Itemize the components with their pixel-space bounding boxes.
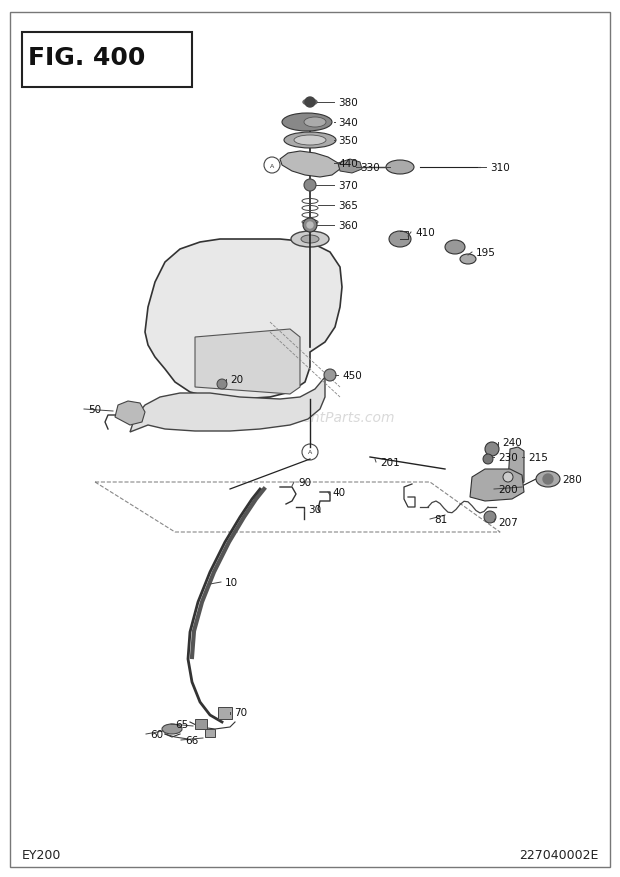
- Circle shape: [324, 369, 336, 381]
- Polygon shape: [280, 152, 340, 178]
- Text: 50: 50: [88, 404, 101, 415]
- Circle shape: [217, 380, 227, 389]
- Text: 227040002E: 227040002E: [518, 849, 598, 861]
- Text: 40: 40: [332, 488, 345, 497]
- Circle shape: [307, 223, 313, 229]
- Ellipse shape: [301, 236, 319, 244]
- Ellipse shape: [294, 136, 326, 146]
- Text: 410: 410: [415, 228, 435, 238]
- Text: 66: 66: [185, 735, 198, 745]
- Text: 90: 90: [298, 477, 311, 488]
- Circle shape: [304, 180, 316, 192]
- Polygon shape: [470, 469, 524, 502]
- Circle shape: [302, 445, 318, 460]
- Circle shape: [264, 158, 280, 174]
- Ellipse shape: [536, 472, 560, 488]
- Ellipse shape: [162, 724, 182, 734]
- Ellipse shape: [291, 232, 329, 247]
- Bar: [195, 719, 207, 729]
- Text: 310: 310: [490, 163, 510, 173]
- Text: FIG. 400: FIG. 400: [28, 46, 145, 70]
- Ellipse shape: [303, 100, 317, 106]
- Circle shape: [543, 474, 553, 484]
- Bar: [218, 707, 232, 719]
- Polygon shape: [145, 239, 342, 400]
- Ellipse shape: [304, 118, 326, 128]
- Text: EY200: EY200: [22, 849, 61, 861]
- Text: 20: 20: [230, 374, 243, 384]
- Text: 380: 380: [338, 98, 358, 108]
- Polygon shape: [338, 160, 362, 174]
- Circle shape: [303, 218, 317, 232]
- Polygon shape: [115, 402, 145, 425]
- Ellipse shape: [251, 353, 289, 381]
- Text: 65: 65: [175, 719, 188, 729]
- Text: 450: 450: [342, 371, 361, 381]
- Text: 10: 10: [225, 577, 238, 588]
- Polygon shape: [508, 447, 524, 486]
- Text: A: A: [308, 450, 312, 455]
- Circle shape: [485, 443, 499, 457]
- Text: 30: 30: [308, 504, 321, 515]
- Bar: [22, 33, 192, 88]
- Text: 230: 230: [498, 453, 518, 462]
- Circle shape: [483, 454, 493, 465]
- Text: 360: 360: [338, 221, 358, 231]
- Polygon shape: [195, 330, 300, 395]
- Circle shape: [503, 473, 513, 482]
- Ellipse shape: [389, 232, 411, 247]
- Text: 330: 330: [360, 163, 379, 173]
- Ellipse shape: [445, 240, 465, 254]
- Text: 365: 365: [338, 201, 358, 210]
- Ellipse shape: [460, 254, 476, 265]
- Text: 70: 70: [234, 707, 247, 717]
- Ellipse shape: [386, 160, 414, 175]
- Text: 280: 280: [562, 474, 582, 484]
- Text: 350: 350: [338, 136, 358, 146]
- Text: 340: 340: [338, 118, 358, 128]
- Text: 60: 60: [150, 729, 163, 739]
- Text: 207: 207: [498, 517, 518, 527]
- Text: eReplacementParts.com: eReplacementParts.com: [225, 410, 395, 424]
- Text: 81: 81: [434, 515, 447, 524]
- Text: 200: 200: [498, 484, 518, 495]
- Ellipse shape: [282, 114, 332, 132]
- Text: A: A: [270, 163, 274, 168]
- Text: 370: 370: [338, 181, 358, 191]
- Bar: [205, 729, 215, 738]
- Circle shape: [305, 98, 315, 108]
- Text: 215: 215: [528, 453, 548, 462]
- Text: 240: 240: [502, 438, 522, 447]
- Text: 195: 195: [476, 247, 496, 258]
- Circle shape: [484, 511, 496, 524]
- Ellipse shape: [284, 132, 336, 149]
- Text: 440: 440: [338, 159, 358, 168]
- Text: 201: 201: [380, 458, 400, 467]
- Polygon shape: [130, 378, 325, 432]
